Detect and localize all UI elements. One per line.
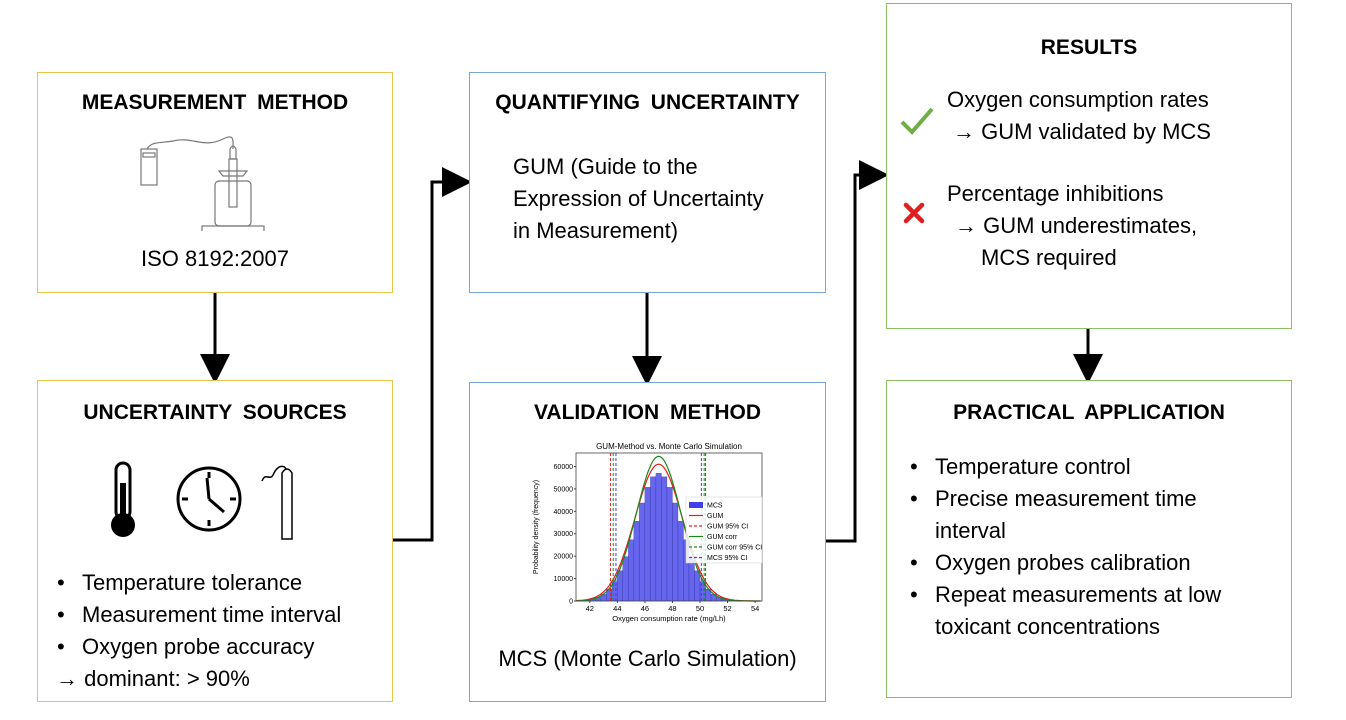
result-line: → GUM validated by MCS	[953, 119, 1211, 144]
gum-description: GUM (Guide to the Expression of Uncertai…	[513, 151, 764, 247]
iso-standard: ISO 8192:2007	[140, 246, 289, 271]
uncertainty-sources-box: UNCERTAINTY SOURCES Temperature toleranc…	[37, 380, 393, 702]
histogram-bar	[633, 521, 640, 602]
thermometer-icon	[111, 461, 135, 537]
histogram-bar	[628, 539, 635, 602]
source-item: Oxygen probe accuracy	[52, 631, 341, 663]
oxygen-probe-icon	[261, 465, 293, 540]
x-tick-label: 48	[668, 604, 676, 613]
sources-title: UNCERTAINTY SOURCES	[83, 401, 347, 424]
legend-swatch	[689, 502, 703, 508]
x-tick-label: 46	[641, 604, 649, 613]
histogram-bar	[661, 476, 668, 602]
y-tick-label: 50000	[554, 486, 574, 493]
practical-item-cont: interval	[935, 518, 1006, 543]
histogram-bar	[617, 570, 623, 602]
x-axis-label: Oxygen consumption rate (mg/Lh)	[612, 614, 726, 623]
practical-item: Oxygen probes calibration	[905, 547, 1221, 579]
y-tick-label: 20000	[554, 554, 574, 561]
practical-item: Temperature control	[905, 451, 1221, 483]
results-box: RESULTS Oxygen consumption rates → GUM v…	[886, 3, 1292, 329]
histogram-bar	[639, 502, 646, 602]
x-tick-label: 44	[613, 604, 621, 613]
y-tick-label: 60000	[554, 464, 574, 471]
legend-label: MCS	[707, 503, 723, 510]
curve-gum	[575, 463, 761, 602]
histogram-bar	[694, 570, 701, 602]
clock-icon	[176, 466, 242, 532]
histogram-bar	[650, 476, 657, 602]
result-line: → GUM underestimates,	[955, 213, 1198, 238]
result-line: Oxygen consumption rates	[947, 87, 1209, 112]
result-inhibition: Percentage inhibitions → GUM underestima…	[947, 178, 1197, 274]
result-oxygen: Oxygen consumption rates → GUM validated…	[947, 84, 1211, 148]
practical-list: Temperature control Precise measurement …	[905, 451, 1221, 643]
x-tick-label: 52	[723, 604, 731, 613]
practical-item: Repeat measurements at low	[905, 579, 1221, 611]
cross-icon	[903, 202, 925, 224]
curve-gum-corr	[576, 455, 761, 602]
legend-label: MCS 95% CI	[707, 555, 748, 562]
measurement-title: MEASUREMENT METHOD	[81, 91, 349, 114]
measurement-method-box: MEASUREMENT METHOD ISO 8192:2007	[37, 72, 393, 293]
check-icon	[900, 107, 934, 135]
histogram-bar	[622, 556, 629, 602]
histogram-bar	[677, 521, 684, 602]
arrow-sources-to-quantifying	[393, 167, 472, 542]
y-tick-label: 0	[569, 599, 573, 606]
result-line: MCS required	[981, 245, 1117, 270]
source-item: Temperature tolerance	[52, 567, 341, 599]
practical-item-cont: toxicant concentrations	[935, 614, 1161, 639]
arrow-validation-to-results	[826, 160, 889, 543]
mcs-caption: MCS (Monte Carlo Simulation)	[498, 646, 797, 671]
validation-title: VALIDATION METHOD	[533, 401, 762, 424]
y-tick-label: 10000	[554, 576, 574, 583]
legend-label: GUM	[707, 513, 724, 520]
histogram-bar	[644, 487, 651, 602]
practical-application-box: PRACTICAL APPLICATION Temperature contro…	[886, 380, 1292, 698]
x-tick-label: 50	[696, 604, 704, 613]
dominant-note: → dominant: > 90%	[56, 666, 250, 691]
chart-title: GUM-Method vs. Monte Carlo Simulation	[596, 442, 742, 451]
legend-label: GUM corr 95% CI	[707, 545, 762, 552]
legend-label: GUM corr	[707, 534, 738, 541]
gum-line: in Measurement)	[513, 218, 679, 243]
x-tick-label: 54	[751, 604, 759, 613]
validation-method-box: VALIDATION METHOD GUM-Method vs. Monte C…	[469, 382, 826, 702]
practical-item: Precise measurement time	[905, 483, 1221, 515]
y-tick-label: 30000	[554, 531, 574, 538]
gum-line: Expression of Uncertainty	[513, 186, 764, 211]
quantifying-uncertainty-box: QUANTIFYING UNCERTAINTY GUM (Guide to th…	[469, 72, 826, 293]
result-line: Percentage inhibitions	[947, 181, 1164, 206]
source-item: Measurement time interval	[52, 599, 341, 631]
histogram-bar	[672, 502, 679, 602]
legend-label: GUM 95% CI	[707, 524, 748, 531]
y-tick-label: 40000	[554, 509, 574, 516]
y-axis-label: Probability density (frequency)	[533, 480, 540, 574]
x-tick-label: 42	[586, 604, 594, 613]
histogram-bar	[655, 473, 662, 602]
gum-vs-mcs-chart: GUM-Method vs. Monte Carlo Simulation 42 4…	[533, 442, 763, 623]
sources-list: Temperature tolerance Measurement time i…	[52, 567, 341, 663]
histogram-bar	[688, 556, 695, 602]
quantifying-title: QUANTIFYING UNCERTAINTY	[495, 91, 800, 114]
oxygen-meter-apparatus-icon	[140, 136, 265, 231]
gum-line: GUM (Guide to the	[513, 154, 698, 179]
practical-title: PRACTICAL APPLICATION	[953, 401, 1225, 424]
histogram-bar	[666, 487, 673, 602]
results-title: RESULTS	[1040, 36, 1138, 59]
